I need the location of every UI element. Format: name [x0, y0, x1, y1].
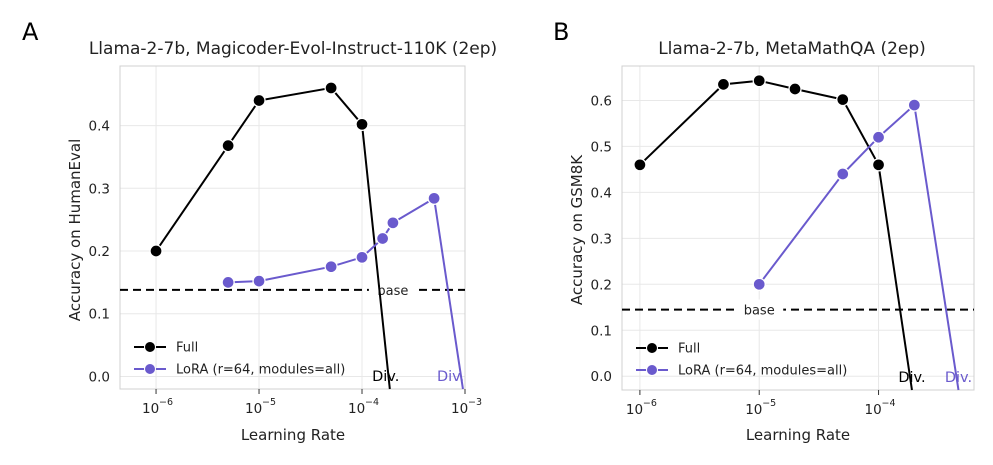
panel-a-series-0-line [155, 86, 391, 390]
panel-a-series-1-line [228, 196, 464, 390]
panel-a-title: Llama-2-7b, Magicoder-Evol-Instruct-110K… [89, 39, 497, 59]
panel-a-series: Div. Div. [149, 81, 464, 390]
panel-a-series-1-point [427, 191, 441, 205]
panel-a-x-tick-exponent: −5 [262, 397, 276, 408]
panel-b-series-1-line [758, 103, 960, 391]
panel-b-x-tick-exponent: −6 [643, 398, 657, 409]
panel-b-x-label: Learning Rate [746, 426, 850, 444]
panel-b-series-0-div-label: Div. [898, 370, 925, 386]
panel-b-x-tick-base: 10 [865, 402, 882, 418]
panel-b-x-tick-base: 10 [745, 402, 762, 418]
panel-b-y-tick-label: 0.6 [591, 93, 612, 109]
panel-a-x-tick-base: 10 [348, 401, 365, 417]
panel-b-y-tick-label: 0.3 [591, 231, 612, 247]
panel-b-series-0-point [633, 158, 647, 172]
panel-b-y-ticks: 0.0 0.1 0.2 0.3 0.4 0.5 0.6 [591, 93, 612, 385]
panel-b-x-tick-base: 10 [626, 402, 643, 418]
panel-b-series-1-point [871, 130, 886, 144]
panel-b-title: Llama-2-7b, MetaMathQA (2ep) [658, 39, 926, 59]
panel-b-baseline-label: base [744, 304, 775, 319]
panel-b-baseline-label-bg [735, 299, 784, 320]
panel-b-series-0-point [788, 82, 802, 96]
panel-a-y-tick-label: 0.3 [89, 181, 110, 197]
panel-b-series-0-point [752, 74, 766, 88]
panel-b-legend-swatch-marker [646, 364, 658, 376]
panel-a-legend-entry: Full [176, 341, 198, 356]
panel-b-series-1-point [907, 98, 921, 112]
panel-b-baseline: base [622, 299, 974, 320]
panel-a-frame [119, 65, 466, 390]
panel-a-x-tick-base: 10 [451, 401, 468, 417]
panel-b-grid [622, 66, 974, 390]
panel-a-series-0-point [149, 244, 163, 258]
panel-b-y-label: Accuracy on GSM8K [568, 154, 586, 305]
panel-b-x-tick-exponent: −5 [762, 398, 776, 409]
panel-a-series-1-point [221, 275, 235, 290]
panel-a-y-tick-label: 0.1 [89, 307, 110, 323]
panel-a-legend-swatch-marker [144, 341, 156, 353]
panel-a-series-0-point [355, 117, 369, 131]
panel-a-series-1-point [324, 260, 338, 274]
panel-a-baseline: base [120, 279, 465, 300]
panel-b-y-tick-label: 0.1 [591, 323, 612, 339]
panel-b-series-1-point [752, 277, 766, 291]
panel-a-x-tick-exponent: −6 [159, 397, 173, 408]
panel-b-y-tick-label: 0.0 [591, 369, 612, 385]
panel-a-x-tick-base: 10 [142, 401, 159, 417]
panel-a-series-1-point [386, 216, 400, 230]
panel-b-legend-entry: LoRA (r=64, modules=all) [678, 364, 847, 379]
panel-a-legend-swatch-marker [144, 363, 156, 375]
panel-b-series-1-div-label: Div. [945, 370, 972, 386]
panel-b-y-tick-label: 0.5 [591, 139, 612, 155]
panel-a-series-0-div-label: Div. [372, 369, 399, 385]
panel-b-legend-entry: Full [678, 342, 700, 357]
panel-a-y-tick-label: 0.2 [89, 244, 110, 260]
panel-a-x-ticks: 10 −6 10 −5 10 −4 10 −3 [142, 389, 482, 417]
panel-a-legend-entry: LoRA (r=64, modules=all) [176, 363, 345, 378]
panel-b-series-0-point [716, 77, 731, 92]
panel-b-legend: Full LoRA (r=64, modules=all) [636, 342, 847, 379]
panel-b-y-tick-label: 0.4 [591, 185, 612, 201]
panel-a-series-1-point [375, 231, 390, 246]
panel-a-legend: Full LoRA (r=64, modules=all) [134, 341, 345, 378]
panel-a-series-0-point [252, 93, 266, 108]
panel-a-x-tick-exponent: −3 [468, 397, 482, 408]
panel-a: A Llama-2-7b, Magicoder-Evol-Instruct-11… [22, 18, 497, 444]
panel-a-series-1-div-label: Div. [437, 369, 464, 385]
panel-a-letter: A [22, 18, 39, 46]
panel-b-legend-swatch-marker [646, 342, 658, 354]
panel-a-series-1-point [252, 274, 266, 288]
panel-a-x-label: Learning Rate [241, 426, 345, 444]
panel-b-x-ticks: 10 −6 10 −5 10 −4 [626, 390, 896, 418]
panel-b-letter: B [553, 18, 569, 46]
panel-a-y-tick-label: 0.4 [89, 119, 110, 135]
panel-b: B Llama-2-7b, MetaMathQA (2ep) 0.0 0.1 0.2… [553, 18, 975, 444]
panel-b-frame [621, 65, 975, 391]
panel-a-x-tick-exponent: −4 [365, 397, 379, 408]
panel-a-baseline-label: base [377, 284, 408, 299]
panel-b-series-0-point [836, 92, 850, 107]
panel-a-y-ticks: 0.0 0.1 0.2 0.3 0.4 [89, 119, 110, 386]
panel-b-series-0-point [871, 158, 886, 172]
panel-b-series: Div. Div. [633, 74, 972, 391]
panel-b-y-tick-label: 0.2 [591, 277, 612, 293]
panel-a-y-label: Accuracy on HumanEval [66, 139, 84, 322]
panel-a-series-0-point [221, 139, 235, 153]
panel-b-series-1-point [836, 167, 850, 181]
panel-a-series-1-point [355, 250, 369, 264]
panel-a-x-tick-base: 10 [245, 401, 262, 417]
panel-a-y-tick-label: 0.0 [89, 369, 110, 385]
panel-a-series-0-point [324, 81, 338, 95]
panel-b-x-tick-exponent: −4 [882, 398, 896, 409]
